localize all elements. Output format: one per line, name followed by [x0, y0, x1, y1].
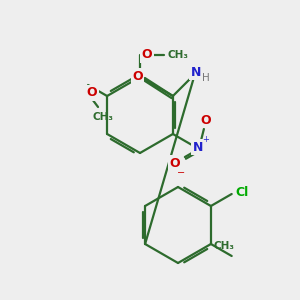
Text: O: O — [142, 49, 152, 62]
Text: CH₃: CH₃ — [167, 50, 188, 60]
Text: N: N — [191, 65, 201, 79]
Text: +: + — [202, 134, 209, 143]
Text: H: H — [202, 73, 210, 83]
Text: O: O — [169, 157, 180, 169]
Text: CH₃: CH₃ — [213, 241, 234, 251]
Text: −: − — [177, 168, 185, 178]
Text: O: O — [133, 70, 143, 83]
Text: O: O — [87, 86, 98, 100]
Text: N: N — [193, 140, 203, 154]
Text: O: O — [201, 113, 211, 127]
Text: CH₃: CH₃ — [92, 112, 113, 122]
Text: Cl: Cl — [235, 185, 248, 199]
